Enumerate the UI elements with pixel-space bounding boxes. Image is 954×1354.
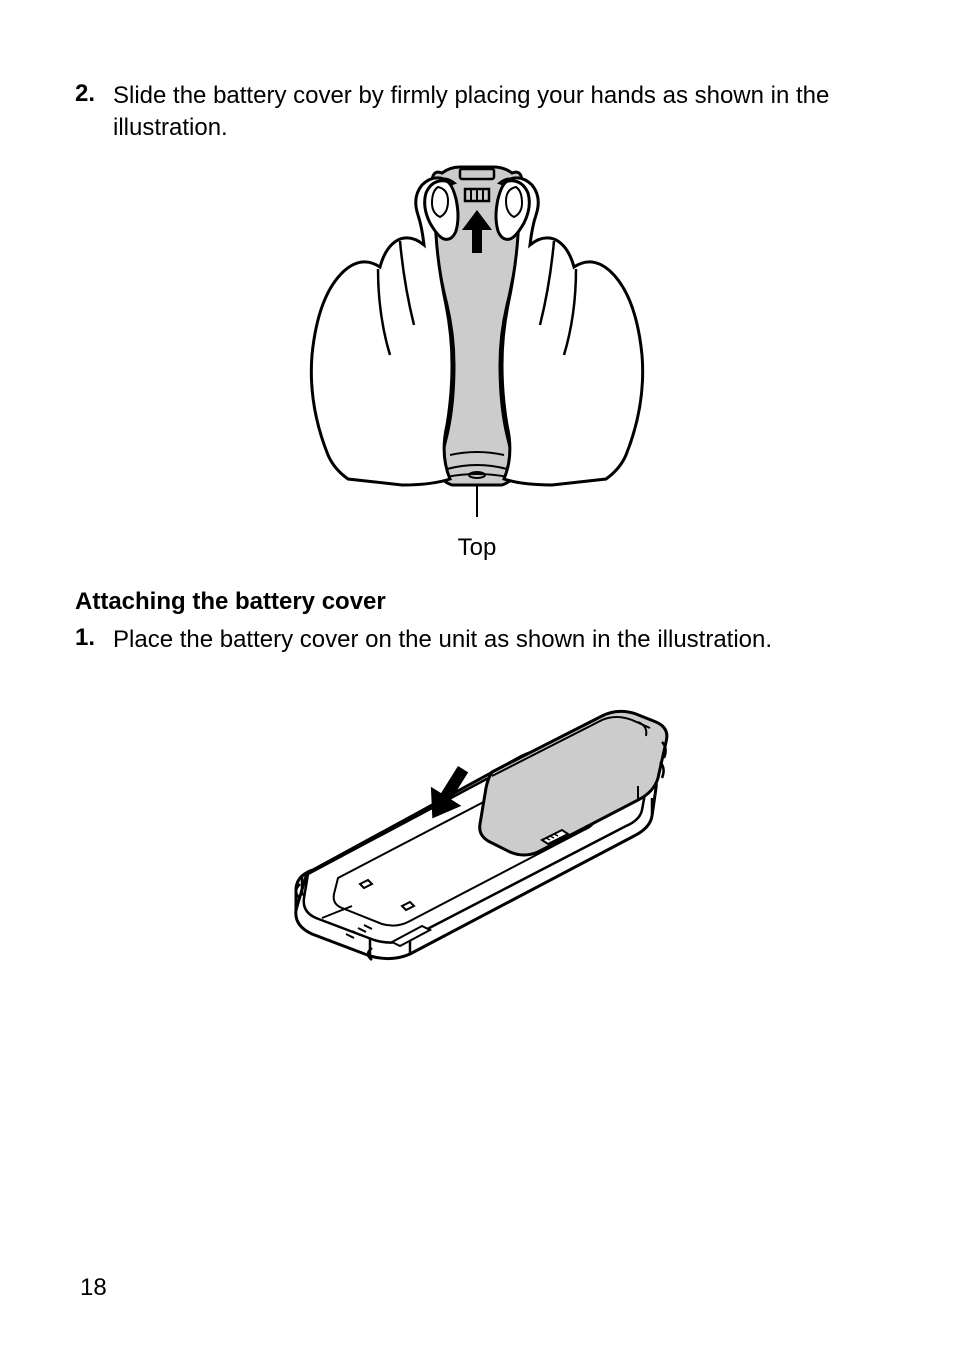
section-heading-attaching: Attaching the battery cover bbox=[75, 588, 879, 616]
step-2-text: Slide the battery cover by firmly placin… bbox=[113, 80, 879, 145]
place-cover-svg bbox=[242, 666, 712, 976]
step-1b-number: 1. bbox=[75, 624, 113, 656]
illustration-slide-cover: Top bbox=[75, 155, 879, 562]
step-2: 2. Slide the battery cover by firmly pla… bbox=[75, 80, 879, 145]
step-1b: 1. Place the battery cover on the unit a… bbox=[75, 624, 879, 656]
step-1b-text: Place the battery cover on the unit as s… bbox=[113, 624, 772, 656]
slide-cover-svg bbox=[282, 155, 672, 525]
manual-page: 2. Slide the battery cover by firmly pla… bbox=[0, 0, 954, 1354]
illustration-1-caption: Top bbox=[75, 534, 879, 562]
step-2-number: 2. bbox=[75, 80, 113, 145]
page-number: 18 bbox=[80, 1274, 107, 1302]
illustration-place-cover bbox=[75, 666, 879, 981]
